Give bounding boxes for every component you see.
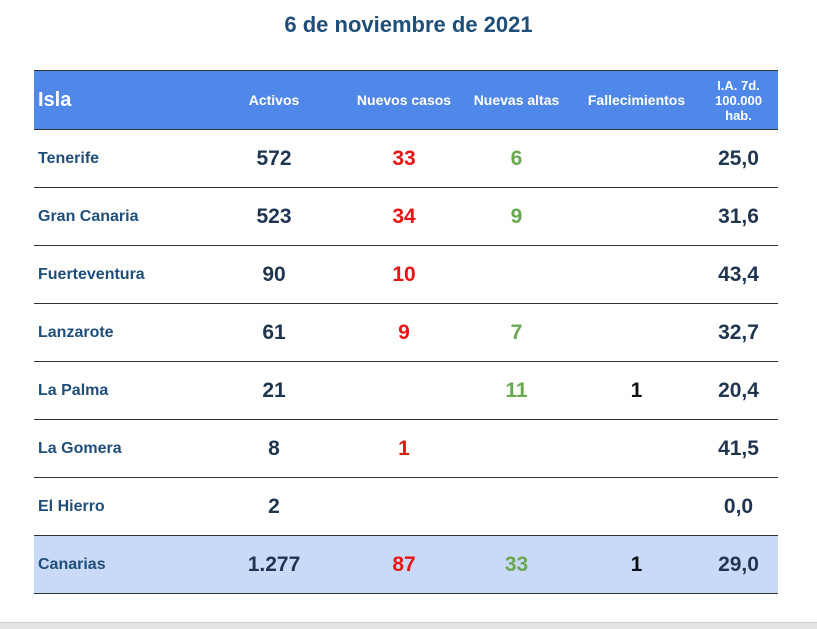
page-title: 6 de noviembre de 2021 (284, 12, 533, 37)
cell-fallecimientos (574, 477, 699, 536)
cell-activos: 2 (199, 477, 349, 536)
header-ia: I.A. 7d. 100.000 hab. (699, 70, 778, 130)
total-activos: 1.277 (199, 535, 349, 594)
header-activos: Activos (199, 70, 349, 130)
table-row: El Hierro 2 0,0 (34, 477, 778, 536)
cell-ia: 41,5 (699, 419, 778, 478)
cell-nuevas-altas (459, 477, 574, 536)
cell-isla: Tenerife (34, 129, 199, 188)
cell-ia: 31,6 (699, 187, 778, 246)
cell-fallecimientos (574, 303, 699, 362)
cell-ia: 0,0 (699, 477, 778, 536)
cell-nuevos-casos: 10 (349, 245, 459, 304)
cell-nuevas-altas (459, 419, 574, 478)
table-row: Fuerteventura 90 10 43,4 (34, 245, 778, 304)
cell-activos: 90 (199, 245, 349, 304)
cell-nuevas-altas: 6 (459, 129, 574, 188)
cell-activos: 21 (199, 361, 349, 420)
cell-ia: 20,4 (699, 361, 778, 420)
cell-nuevos-casos: 33 (349, 129, 459, 188)
table-row: Gran Canaria 523 34 9 31,6 (34, 187, 778, 246)
cell-activos: 8 (199, 419, 349, 478)
cell-nuevos-casos: 9 (349, 303, 459, 362)
cell-ia: 25,0 (699, 129, 778, 188)
header-fallecimientos: Fallecimientos (574, 70, 699, 130)
cell-isla: El Hierro (34, 477, 199, 536)
cell-nuevas-altas (459, 245, 574, 304)
bottom-divider (0, 622, 817, 629)
header-nuevas-altas: Nuevas altas (459, 70, 574, 130)
cell-ia: 43,4 (699, 245, 778, 304)
cell-activos: 523 (199, 187, 349, 246)
header-isla: Isla (34, 70, 199, 130)
header-ia-line1: I.A. 7d. (717, 77, 760, 93)
table-row: Lanzarote 61 9 7 32,7 (34, 303, 778, 362)
cell-fallecimientos (574, 187, 699, 246)
cell-nuevos-casos (349, 361, 459, 420)
cell-isla: Lanzarote (34, 303, 199, 362)
cell-fallecimientos: 1 (574, 361, 699, 420)
cell-ia: 32,7 (699, 303, 778, 362)
cell-isla: La Gomera (34, 419, 199, 478)
header-ia-line2: 100.000 (715, 92, 762, 108)
total-nuevos-casos: 87 (349, 535, 459, 594)
total-ia: 29,0 (699, 535, 778, 594)
cell-nuevos-casos: 1 (349, 419, 459, 478)
cell-activos: 572 (199, 129, 349, 188)
cell-fallecimientos (574, 245, 699, 304)
cell-activos: 61 (199, 303, 349, 362)
table-row: Tenerife 572 33 6 25,0 (34, 129, 778, 188)
cell-fallecimientos (574, 419, 699, 478)
cell-nuevos-casos: 34 (349, 187, 459, 246)
covid-islands-table: Isla Activos Nuevos casos Nuevas altas F… (34, 70, 778, 594)
cell-isla: Fuerteventura (34, 245, 199, 304)
cell-nuevas-altas: 9 (459, 187, 574, 246)
cell-isla: Gran Canaria (34, 187, 199, 246)
cell-nuevas-altas: 11 (459, 361, 574, 420)
total-row: Canarias 1.277 87 33 1 29,0 (34, 535, 778, 594)
table-row: La Gomera 8 1 41,5 (34, 419, 778, 478)
total-fallecimientos: 1 (574, 535, 699, 594)
cell-nuevas-altas: 7 (459, 303, 574, 362)
table-header-row: Isla Activos Nuevos casos Nuevas altas F… (34, 70, 778, 130)
table-row: La Palma 21 11 1 20,4 (34, 361, 778, 420)
header-nuevos-casos: Nuevos casos (349, 70, 459, 130)
total-isla: Canarias (34, 535, 199, 594)
cell-nuevos-casos (349, 477, 459, 536)
total-nuevas-altas: 33 (459, 535, 574, 594)
cell-fallecimientos (574, 129, 699, 188)
header-ia-line3: hab. (725, 107, 752, 123)
cell-isla: La Palma (34, 361, 199, 420)
